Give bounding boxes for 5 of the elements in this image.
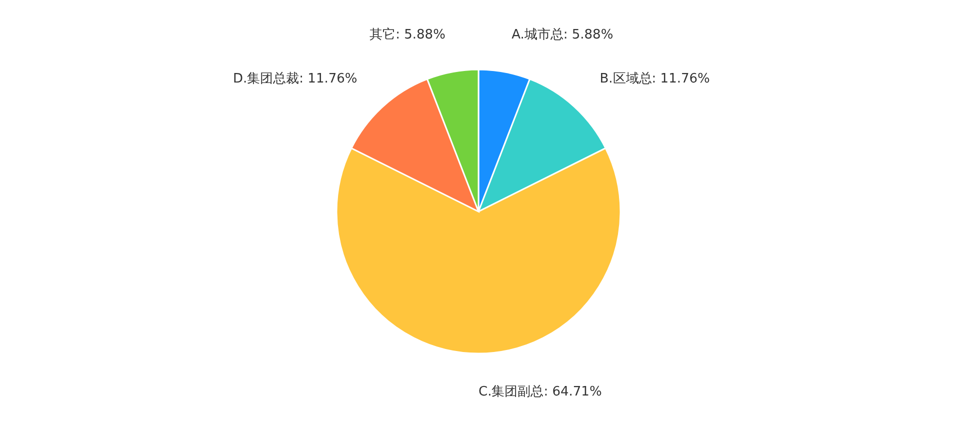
slice-label: B.区域总: 11.76% [600,71,710,86]
slice-label: A.城市总: 5.88% [512,28,614,43]
slice-label: C.集团副总: 64.71% [478,384,602,400]
slice-label: 其它: 5.88% [370,26,446,43]
slice-label: D.集团总裁: 11.76% [233,71,358,86]
